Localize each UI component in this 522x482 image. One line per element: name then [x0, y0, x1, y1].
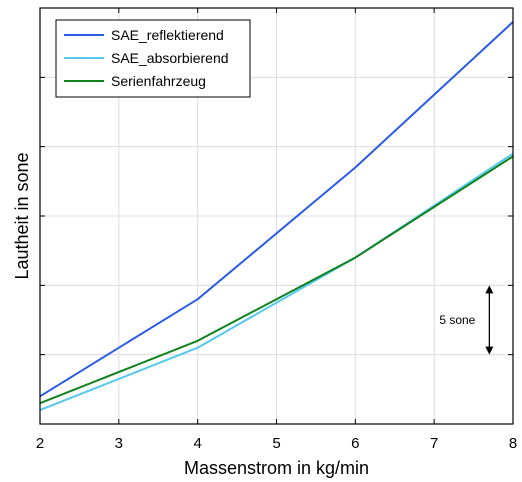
x-tick-labels: 2 3 4 5 6 7 8: [36, 435, 517, 452]
series-line-sae-absorbierend: [39, 152, 514, 412]
series-lines: [39, 21, 514, 412]
x-tick-label: 4: [193, 435, 201, 452]
annotation-label: 5 sone: [439, 313, 475, 327]
y-axis-title: Lautheit in sone: [12, 152, 32, 279]
legend: SAE_reflektierend SAE_absorbierend Serie…: [55, 19, 251, 98]
x-tick-label: 5: [272, 435, 280, 452]
x-tick-label: 7: [430, 435, 438, 452]
x-tick-label: 6: [351, 435, 359, 452]
annotation-arrowhead-up: [485, 285, 494, 294]
x-axis-title: Massenstrom in kg/min: [184, 458, 369, 478]
legend-label-sae-reflektierend: SAE_reflektierend: [111, 27, 224, 43]
annotation: 5 sone: [439, 285, 494, 355]
series-line-sae-reflektierend: [39, 21, 514, 398]
x-tick-label: 3: [115, 435, 123, 452]
series-line-serienfahrzeug: [39, 155, 514, 405]
legend-label-serienfahrzeug: Serienfahrzeug: [111, 73, 206, 89]
legend-label-sae-absorbierend: SAE_absorbierend: [111, 50, 229, 66]
x-tick-label: 8: [509, 435, 517, 452]
axis-ticks: [39, 8, 514, 424]
annotation-arrowhead-down: [485, 346, 494, 355]
x-tick-label: 2: [36, 435, 44, 452]
